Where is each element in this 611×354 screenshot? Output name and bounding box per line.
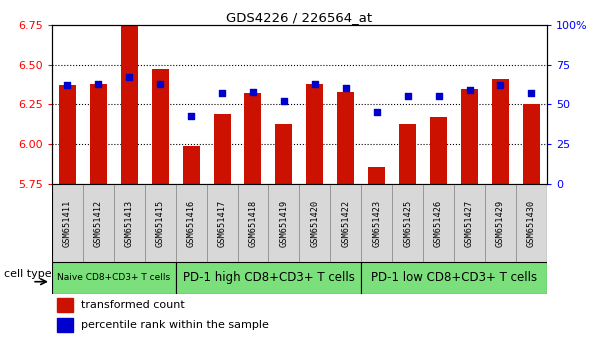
Bar: [238, 184, 268, 262]
Point: [372, 110, 382, 115]
Bar: [492, 79, 509, 184]
Bar: [57, 319, 73, 332]
Point: [217, 90, 227, 96]
Bar: [176, 262, 361, 294]
Bar: [207, 184, 238, 262]
Bar: [152, 69, 169, 184]
Bar: [337, 92, 354, 184]
Bar: [52, 262, 176, 294]
Text: Naive CD8+CD3+ T cells: Naive CD8+CD3+ T cells: [57, 273, 170, 282]
Point: [186, 113, 196, 118]
Point: [341, 86, 351, 91]
Bar: [361, 262, 547, 294]
Bar: [268, 184, 299, 262]
Bar: [430, 117, 447, 184]
Bar: [361, 184, 392, 262]
Bar: [59, 85, 76, 184]
Point: [125, 74, 134, 80]
Bar: [331, 184, 361, 262]
Bar: [516, 184, 547, 262]
Bar: [461, 88, 478, 184]
Bar: [392, 184, 423, 262]
Title: GDS4226 / 226564_at: GDS4226 / 226564_at: [226, 11, 373, 24]
Bar: [485, 184, 516, 262]
Bar: [121, 25, 137, 184]
Text: GSM651420: GSM651420: [310, 199, 320, 247]
Point: [248, 89, 258, 95]
Text: PD-1 high CD8+CD3+ T cells: PD-1 high CD8+CD3+ T cells: [183, 272, 354, 284]
Text: GSM651415: GSM651415: [156, 199, 165, 247]
Bar: [244, 93, 262, 184]
Text: GSM651425: GSM651425: [403, 199, 412, 247]
Bar: [276, 124, 293, 184]
Point: [403, 93, 412, 99]
Text: GSM651419: GSM651419: [279, 199, 288, 247]
Bar: [145, 184, 176, 262]
Bar: [214, 114, 230, 184]
Point: [310, 81, 320, 86]
Bar: [183, 146, 200, 184]
Text: GSM651413: GSM651413: [125, 199, 134, 247]
Bar: [306, 84, 323, 184]
Text: GSM651427: GSM651427: [465, 199, 474, 247]
Bar: [176, 184, 207, 262]
Text: PD-1 low CD8+CD3+ T cells: PD-1 low CD8+CD3+ T cells: [371, 272, 537, 284]
Text: GSM651430: GSM651430: [527, 199, 536, 247]
Text: percentile rank within the sample: percentile rank within the sample: [81, 320, 268, 330]
Bar: [114, 184, 145, 262]
Point: [527, 90, 536, 96]
Bar: [90, 84, 107, 184]
Bar: [423, 184, 454, 262]
Text: GSM651416: GSM651416: [186, 199, 196, 247]
Bar: [299, 184, 331, 262]
Point: [496, 82, 505, 88]
Text: GSM651422: GSM651422: [342, 199, 350, 247]
Point: [464, 87, 474, 93]
Text: cell type: cell type: [4, 269, 52, 279]
Bar: [52, 184, 83, 262]
Point: [434, 93, 444, 99]
Text: GSM651423: GSM651423: [372, 199, 381, 247]
Text: GSM651429: GSM651429: [496, 199, 505, 247]
Point: [279, 98, 289, 104]
Point: [155, 81, 165, 86]
Text: GSM651426: GSM651426: [434, 199, 443, 247]
Bar: [83, 184, 114, 262]
Text: GSM651412: GSM651412: [94, 199, 103, 247]
Text: GSM651411: GSM651411: [63, 199, 72, 247]
Text: GSM651417: GSM651417: [218, 199, 227, 247]
Bar: [57, 298, 73, 312]
Point: [93, 81, 103, 86]
Point: [62, 82, 72, 88]
Bar: [368, 166, 385, 184]
Bar: [454, 184, 485, 262]
Text: transformed count: transformed count: [81, 300, 185, 310]
Bar: [523, 104, 540, 184]
Text: GSM651418: GSM651418: [249, 199, 257, 247]
Bar: [399, 124, 416, 184]
